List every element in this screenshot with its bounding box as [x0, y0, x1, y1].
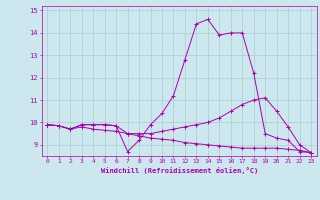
- X-axis label: Windchill (Refroidissement éolien,°C): Windchill (Refroidissement éolien,°C): [100, 167, 258, 174]
